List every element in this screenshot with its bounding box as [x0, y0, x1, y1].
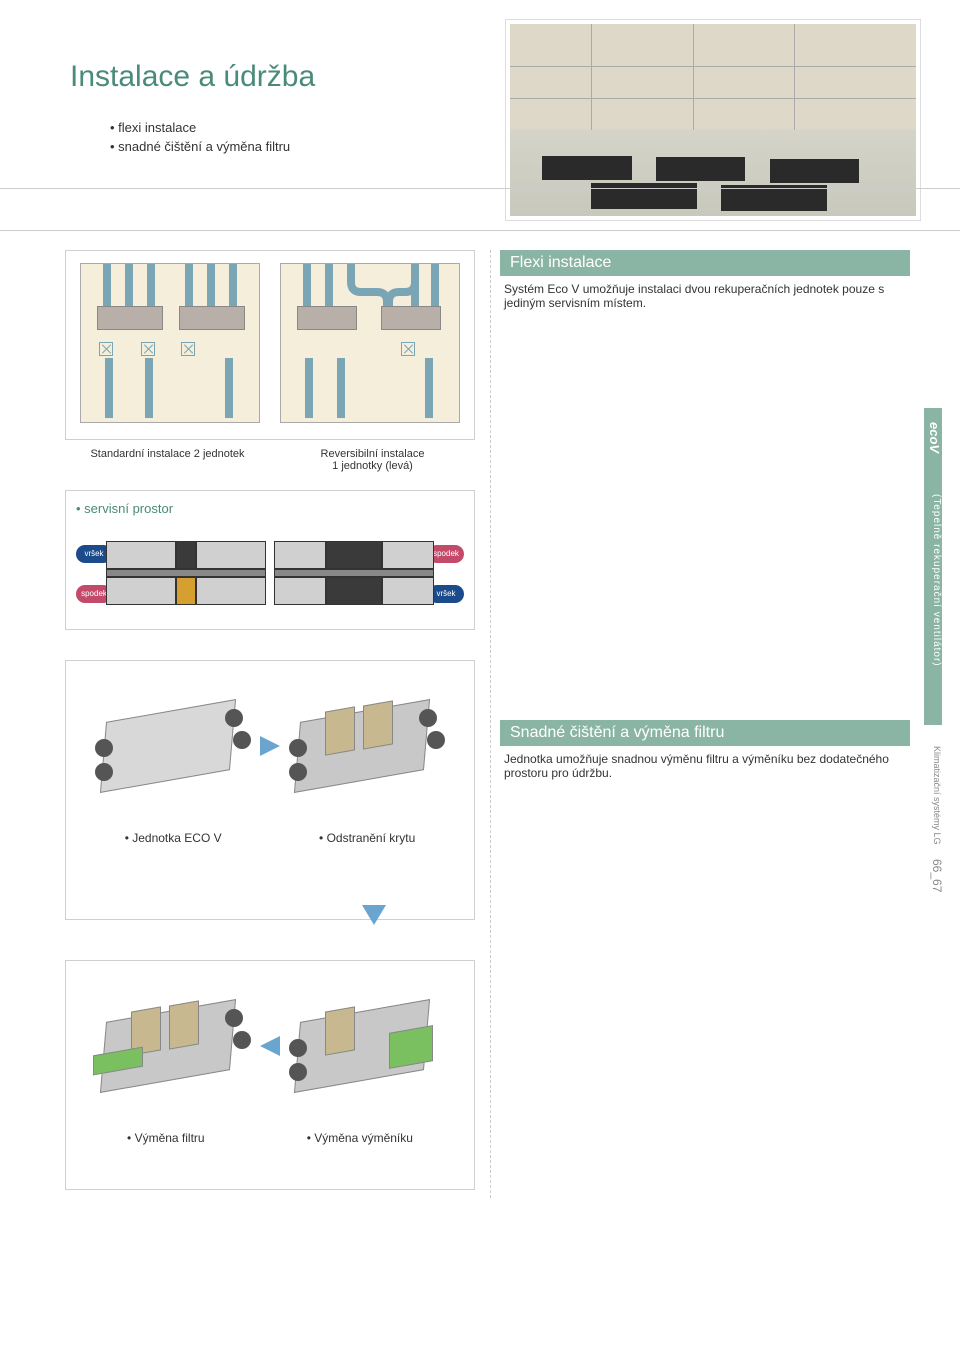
step-remove-cover: Odstranění krytu: [319, 831, 415, 845]
caption-standard: Standardní instalace 2 jednotek: [65, 448, 270, 472]
hero-photo: [506, 20, 920, 220]
sidebar-label-2: Klimatizační systémy LG: [924, 735, 942, 855]
unit-filter-icon: [83, 981, 263, 1111]
flexi-body: Systém Eco V umožňuje instalaci dvou rek…: [500, 276, 910, 310]
unit-open-icon: [277, 681, 457, 811]
servis-label: servisní prostor: [76, 501, 464, 516]
step-filter: Výměna filtru: [127, 1131, 205, 1145]
clean-body: Jednotka umožňuje snadnou výměnu filtru …: [500, 746, 910, 780]
bullet: flexi instalace: [110, 120, 290, 135]
eco-logo: ecoV: [924, 408, 942, 468]
page-number: 66_67: [922, 859, 944, 892]
intro-bullets: flexi instalace snadné čištění a výměna …: [110, 120, 290, 158]
sidebar-label-1: (Tepelně rekuperační ventilátor): [924, 435, 942, 725]
step-unit: Jednotka ECO V: [125, 831, 222, 845]
unit-exchanger-icon: [277, 981, 457, 1111]
step-exchanger: Výměna výměníku: [307, 1131, 413, 1145]
clean-heading: Snadné čištění a výměna filtru: [500, 720, 910, 746]
caption-reversible-1: Reversibilní instalace: [270, 448, 475, 460]
page-title: Instalace a údržba: [70, 60, 315, 94]
sidebar: (Tepelně rekuperační ventilátor) Klimati…: [924, 435, 942, 905]
arrow-down-icon: [362, 905, 386, 925]
unit-closed-icon: [83, 681, 263, 811]
bullet: snadné čištění a výměna filtru: [110, 139, 290, 154]
caption-reversible-2: 1 jednotky (levá): [270, 460, 475, 472]
flexi-heading: Flexi instalace: [500, 250, 910, 276]
